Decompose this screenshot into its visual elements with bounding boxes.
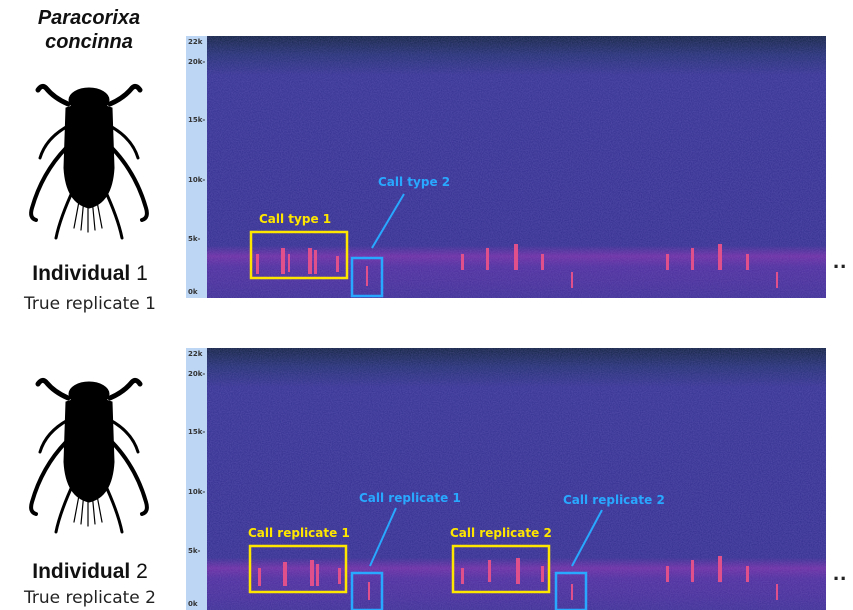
call-box-yellow-1 (248, 544, 348, 594)
species-title-line2: concinna (45, 31, 133, 53)
y-tick: 20k- (188, 370, 205, 378)
spectrogram-2: 22k 20k- 15k- 10k- 5k- 0k Call replicate… (186, 348, 826, 610)
annotation-call-type-2: Call type 2 (378, 175, 450, 189)
y-axis-strip (186, 36, 207, 298)
y-tick: 15k- (188, 428, 205, 436)
annotation-call-replicate-2-yellow: Call replicate 2 (450, 526, 552, 540)
individual-number: 2 (136, 560, 148, 583)
species-title: Paracorixa concinna (8, 6, 170, 54)
water-boatman-silhouette-icon (29, 83, 149, 240)
replicate-label-1: True replicate 1 (24, 294, 156, 314)
y-tick: 10k- (188, 176, 205, 184)
annotation-pointer (371, 193, 405, 249)
call-marks (256, 244, 778, 288)
call-box-cyan-2 (554, 571, 588, 610)
individual-label-1: Individual 1 (5, 262, 175, 286)
spectrogram-1: 22k 20k- 15k- 10k- 5k- 0k Call type 1 Ca… (186, 36, 826, 298)
call-marks (258, 556, 778, 600)
y-tick: 15k- (188, 116, 205, 124)
annotation-call-replicate-2-cyan: Call replicate 2 (563, 493, 665, 507)
annotation-call-type-1: Call type 1 (259, 212, 331, 226)
call-box-yellow-1 (249, 230, 349, 280)
individual-prefix: Individual (32, 262, 137, 285)
y-axis-strip (186, 348, 207, 610)
y-tick: 5k- (188, 235, 201, 243)
annotation-call-replicate-1-cyan: Call replicate 1 (359, 491, 461, 505)
y-tick: 10k- (188, 488, 205, 496)
replicate-label-2: True replicate 2 (24, 588, 156, 608)
y-tick: 20k- (188, 58, 205, 66)
ellipsis-1: .. (833, 248, 848, 273)
call-box-yellow-2 (451, 544, 551, 594)
annotation-call-replicate-1-yellow: Call replicate 1 (248, 526, 350, 540)
y-tick: 22k (188, 350, 203, 358)
individual-number: 1 (136, 262, 148, 285)
y-tick: 22k (188, 38, 203, 46)
water-boatman-silhouette-icon (29, 377, 149, 534)
species-title-line1: Paracorixa (37, 7, 141, 29)
individual-label-2: Individual 2 (5, 560, 175, 584)
individual-prefix: Individual (32, 560, 137, 583)
y-tick: 5k- (188, 547, 201, 555)
call-box-cyan-1 (350, 571, 384, 610)
annotation-pointer (369, 507, 397, 567)
y-tick: 0k (188, 600, 198, 608)
ellipsis-2: .. (833, 560, 848, 585)
y-tick: 0k (188, 288, 198, 296)
call-box-cyan-1 (350, 256, 384, 298)
annotation-pointer (571, 509, 603, 567)
